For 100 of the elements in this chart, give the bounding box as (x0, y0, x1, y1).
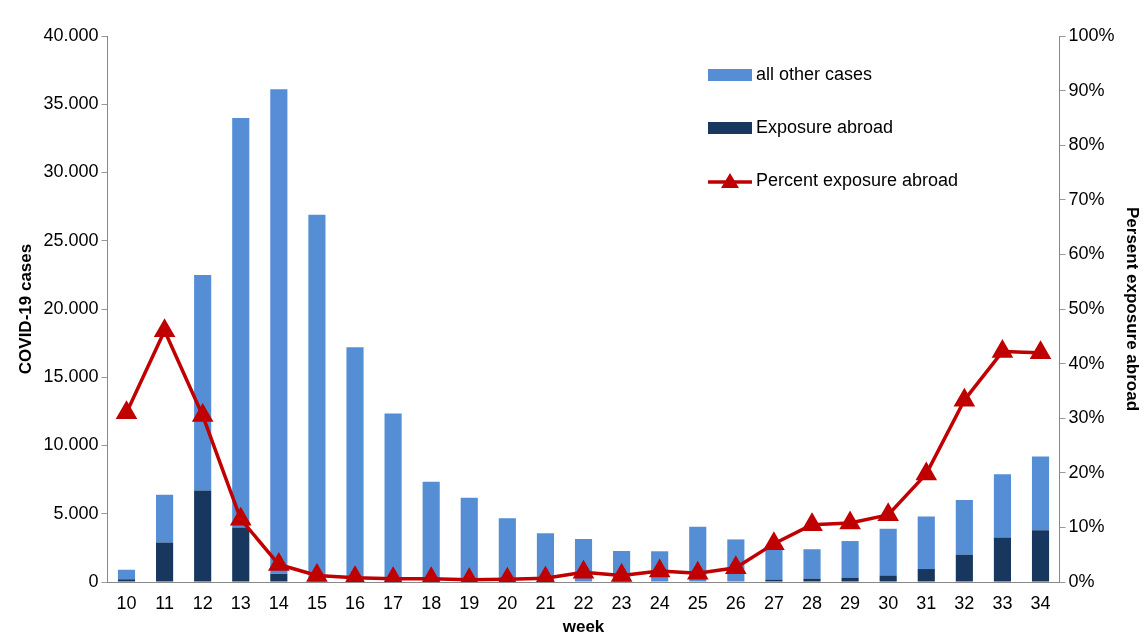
bar (156, 542, 174, 582)
x-tick-label: 30 (878, 592, 899, 613)
bar (346, 347, 364, 582)
point (916, 463, 936, 481)
point (840, 512, 860, 530)
y-tick-label: 35.000 (43, 93, 99, 114)
y2-tick-label: 40% (1068, 352, 1105, 373)
point (726, 557, 746, 575)
x-tick-label: 21 (535, 592, 556, 613)
y2-tick-label: 100% (1068, 24, 1115, 45)
bar (460, 497, 478, 582)
point (612, 564, 632, 582)
x-tick-label: 12 (192, 592, 213, 613)
y2-tick-label: 60% (1068, 243, 1105, 264)
point (764, 533, 784, 551)
bar (156, 494, 174, 543)
y2-tick-label: 20% (1068, 461, 1105, 482)
bar (270, 573, 288, 582)
point (687, 560, 709, 580)
bar (993, 474, 1012, 538)
y-tick-label: 25.000 (43, 229, 99, 250)
x-tick-label: 13 (230, 592, 251, 613)
bar (384, 413, 402, 582)
bar (879, 528, 897, 576)
x-tick-label: 25 (687, 592, 708, 613)
x-tick-label: 22 (573, 592, 594, 613)
y-tick-label: 15.000 (43, 366, 99, 387)
point (878, 504, 898, 522)
y2-tick-label: 30% (1068, 407, 1105, 428)
x-tick-label: 27 (763, 592, 784, 613)
x-tick-label: 19 (459, 592, 480, 613)
y2-tick-label: 0% (1068, 570, 1095, 591)
x-tick-label: 28 (802, 592, 823, 613)
y2-tick-label: 10% (1068, 516, 1105, 537)
point (231, 508, 251, 526)
point (573, 561, 594, 579)
x-tick-label: 24 (649, 592, 670, 613)
x-tick-label: 20 (497, 592, 518, 613)
bar (194, 274, 212, 491)
legend-label: Percent exposure abroad (756, 170, 959, 191)
point (193, 404, 213, 422)
bar (917, 569, 935, 582)
x-tick-label: 29 (840, 592, 861, 613)
legend-label: all other cases (756, 64, 873, 85)
bar (1031, 456, 1050, 531)
x-tick-label: 15 (306, 592, 327, 613)
bar (841, 577, 859, 582)
point (650, 560, 670, 578)
y-tick-label: 30.000 (43, 161, 99, 182)
x-axis-title: week (561, 617, 605, 637)
y2-tick-label: 80% (1068, 134, 1105, 155)
point (345, 566, 365, 582)
x-tick-label: 26 (725, 592, 746, 613)
x-tick-label: 16 (344, 592, 366, 613)
point (954, 389, 974, 407)
bar (803, 549, 821, 579)
point (802, 513, 822, 531)
y2-tick-label: 50% (1068, 297, 1105, 318)
x-tick-label: 10 (116, 592, 137, 613)
bar (117, 579, 136, 582)
x-tick-label: 31 (916, 592, 937, 613)
y-tick-label: 40.000 (43, 24, 99, 45)
bar (117, 569, 136, 580)
point (421, 567, 441, 582)
y-tick-label: 20.000 (43, 297, 99, 318)
point (116, 401, 137, 419)
legend-label: Exposure abroad (756, 117, 894, 138)
bar (232, 117, 250, 528)
y-tick-label: 10.000 (43, 434, 99, 455)
x-tick-label: 17 (383, 592, 404, 613)
point (992, 340, 1012, 358)
x-tick-label: 34 (1030, 592, 1051, 613)
x-tick-label: 18 (421, 592, 442, 613)
y2-tick-label: 70% (1068, 188, 1105, 209)
y-axis-title: COVID-19 cases (15, 243, 35, 375)
x-tick-label: 14 (268, 592, 289, 613)
bar (955, 554, 973, 582)
y-tick-label: 5.000 (53, 502, 99, 523)
bar (1031, 530, 1050, 582)
y2-axis-title: Persent exposure abroad (1123, 206, 1143, 412)
point (1030, 341, 1051, 359)
bar (803, 578, 821, 582)
point (307, 564, 327, 582)
bar (993, 537, 1012, 582)
x-tick-label: 32 (954, 592, 975, 613)
bar (270, 89, 288, 574)
x-tick-label: 33 (992, 592, 1013, 613)
point (383, 567, 403, 582)
point (535, 567, 555, 582)
x-tick-label: 23 (611, 592, 632, 613)
bar (917, 516, 935, 570)
point (155, 320, 175, 338)
bar (879, 575, 897, 582)
bar (955, 500, 973, 555)
y2-tick-label: 90% (1068, 79, 1105, 100)
y-tick-label: 0 (88, 570, 99, 591)
x-tick-label: 11 (155, 592, 174, 613)
bar (841, 541, 859, 578)
point (269, 553, 289, 571)
bar (194, 490, 212, 582)
